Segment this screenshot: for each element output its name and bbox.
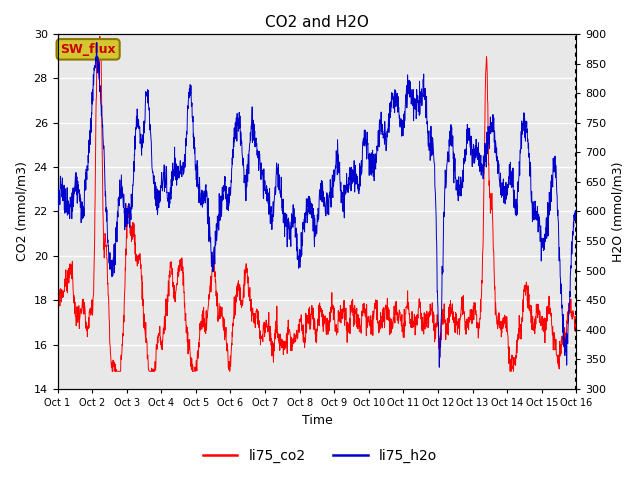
X-axis label: Time: Time: [301, 414, 332, 427]
Title: CO2 and H2O: CO2 and H2O: [265, 15, 369, 30]
Y-axis label: CO2 (mmol/m3): CO2 (mmol/m3): [15, 162, 28, 262]
Text: SW_flux: SW_flux: [60, 43, 116, 56]
Legend: li75_co2, li75_h2o: li75_co2, li75_h2o: [197, 443, 443, 468]
Y-axis label: H2O (mmol/m3): H2O (mmol/m3): [612, 161, 625, 262]
